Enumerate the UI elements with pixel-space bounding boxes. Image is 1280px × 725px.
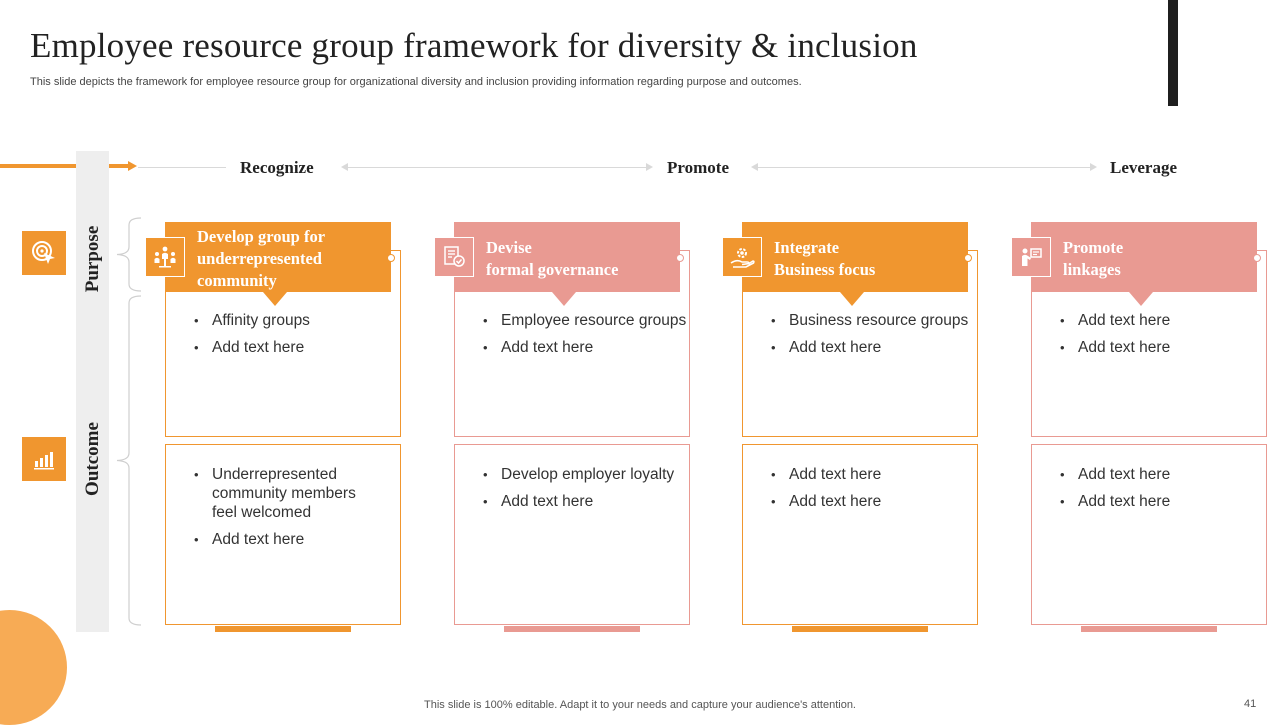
footer-note: This slide is 100% editable. Adapt it to… (424, 699, 856, 711)
list-item: Add text here (481, 338, 691, 357)
connector-arrow-left (341, 163, 348, 171)
outcome-list: Add text here Add text here (769, 465, 969, 519)
side-label-column (76, 151, 109, 632)
list-item: Add text here (192, 338, 392, 357)
header-line: Integrate (774, 238, 840, 257)
bottom-accent-bar (792, 626, 928, 632)
row-label-outcome: Outcome (82, 422, 103, 496)
stage-promote: Promote (667, 158, 729, 177)
bar-chart-icon (22, 437, 66, 481)
orange-lead-line (0, 164, 76, 168)
purpose-list: Business resource groups Add text here (769, 311, 979, 365)
framework-column-3: Business resource groups Add text here A… (722, 222, 978, 637)
business-gear-hand-icon (722, 237, 762, 277)
header-line: Develop group for (197, 227, 326, 246)
list-item: Underrepresented community members feel … (192, 465, 372, 522)
bottom-accent-bar (504, 626, 640, 632)
outcome-brace (116, 295, 142, 626)
header-line: underrepresented (197, 249, 322, 268)
header-line: formal governance (486, 260, 619, 279)
column-header: Devise formal governance (454, 222, 680, 292)
slide-subtitle: This slide depicts the framework for emp… (30, 76, 802, 88)
list-item: Add text here (769, 338, 979, 357)
orange-arrow-line (109, 164, 129, 168)
list-item: Develop employer loyalty (481, 465, 691, 484)
list-item: Add text here (1058, 338, 1258, 357)
presenter-board-icon (1011, 237, 1051, 277)
connector-line (138, 167, 226, 168)
outcome-box: Add text here Add text here (1031, 444, 1267, 625)
connector-dot (387, 254, 395, 262)
list-item: Affinity groups (192, 311, 392, 330)
outcome-box: Add text here Add text here (742, 444, 978, 625)
header-pointer (840, 292, 864, 306)
framework-column-2: Employee resource groups Add text here D… (434, 222, 690, 637)
stage-leverage: Leverage (1110, 158, 1178, 177)
header-pointer (552, 292, 576, 306)
purpose-list: Employee resource groups Add text here (481, 311, 691, 365)
list-item: Add text here (769, 492, 969, 511)
column-header: Develop group for underrepresented commu… (165, 222, 391, 292)
target-click-icon (22, 231, 66, 275)
connector-dot (1253, 254, 1261, 262)
header-line: community (197, 271, 277, 290)
outcome-box: Underrepresented community members feel … (165, 444, 401, 625)
list-item: Add text here (1058, 492, 1258, 511)
list-item: Add text here (481, 492, 691, 511)
framework-column-4: Add text here Add text here Add text her… (1011, 222, 1267, 637)
header-line: linkages (1063, 260, 1121, 279)
connector-arrow-right (1090, 163, 1097, 171)
purpose-list: Add text here Add text here (1058, 311, 1258, 365)
list-item: Add text here (192, 530, 372, 549)
governance-document-icon (434, 237, 474, 277)
stage-recognize: Recognize (240, 158, 314, 177)
bottom-accent-bar (1081, 626, 1217, 632)
connector-arrow-right (646, 163, 653, 171)
list-item: Add text here (769, 465, 969, 484)
orange-arrow-head (128, 161, 137, 171)
purpose-list: Affinity groups Add text here (192, 311, 392, 365)
slide-title: Employee resource group framework for di… (30, 26, 918, 65)
page-number: 41 (1244, 698, 1257, 710)
column-header: Promote linkages (1031, 222, 1257, 292)
bottom-accent-bar (215, 626, 351, 632)
connector-line (758, 167, 1090, 168)
list-item: Business resource groups (769, 311, 979, 330)
list-item: Add text here (1058, 311, 1258, 330)
outcome-list: Develop employer loyalty Add text here (481, 465, 691, 519)
outcome-list: Add text here Add text here (1058, 465, 1258, 519)
header-line: Devise (486, 238, 532, 257)
list-item: Employee resource groups (481, 311, 691, 330)
purpose-brace (116, 217, 142, 292)
framework-column-1: Affinity groups Add text here Underrepre… (145, 222, 401, 637)
column-header: Integrate Business focus (742, 222, 968, 292)
header-line: Business focus (774, 260, 876, 279)
connector-arrow-left (751, 163, 758, 171)
connector-line (348, 167, 646, 168)
row-label-purpose: Purpose (82, 225, 103, 293)
outcome-box: Develop employer loyalty Add text here (454, 444, 690, 625)
header-pointer (1129, 292, 1153, 306)
outcome-list: Underrepresented community members feel … (192, 465, 372, 557)
header-pointer (263, 292, 287, 306)
top-accent-bar (1168, 0, 1178, 106)
list-item: Add text here (1058, 465, 1258, 484)
connector-dot (676, 254, 684, 262)
connector-dot (964, 254, 972, 262)
header-line: Promote (1063, 238, 1124, 257)
community-people-icon (145, 237, 185, 277)
